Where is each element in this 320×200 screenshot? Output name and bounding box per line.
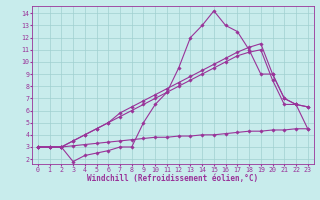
X-axis label: Windchill (Refroidissement éolien,°C): Windchill (Refroidissement éolien,°C) — [87, 174, 258, 183]
